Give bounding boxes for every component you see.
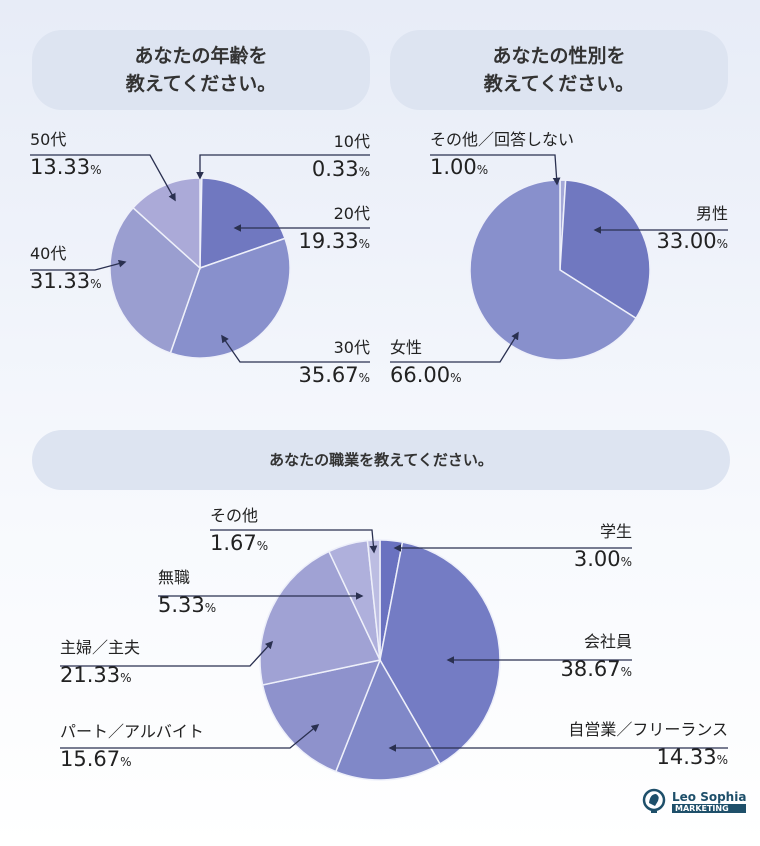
unit-label: % bbox=[620, 665, 632, 679]
pie-slice-0-3 bbox=[109, 206, 201, 354]
value-label: 33.00 bbox=[656, 229, 717, 253]
unit-label: % bbox=[204, 601, 217, 615]
data-label: 男性 33.00% bbox=[656, 204, 728, 254]
unit-label: % bbox=[476, 163, 489, 177]
category-label: その他 bbox=[210, 506, 259, 525]
category-label: 20代 bbox=[333, 204, 370, 223]
data-label: 30代 35.67% bbox=[298, 338, 370, 388]
value-label: 35.67 bbox=[298, 363, 359, 387]
leader-line bbox=[210, 529, 378, 554]
unit-label: % bbox=[120, 671, 132, 685]
logo-sub: MARKETING bbox=[672, 803, 747, 813]
value-label: 31.33 bbox=[30, 269, 91, 293]
lion-logo-icon bbox=[642, 788, 666, 813]
unit-label: % bbox=[716, 237, 728, 251]
data-label: 20代 19.33% bbox=[298, 204, 370, 254]
age-title: あなたの年齢を 教えてください。 bbox=[32, 30, 370, 110]
data-label: 50代 13.33% bbox=[30, 130, 102, 180]
unit-label: % bbox=[358, 237, 370, 251]
unit-label: % bbox=[716, 753, 728, 767]
category-label: 10代 bbox=[333, 132, 370, 151]
category-label: 学生 bbox=[599, 522, 632, 541]
unit-label: % bbox=[120, 755, 132, 769]
value-label: 5.33 bbox=[158, 593, 205, 617]
leader-line bbox=[196, 154, 370, 180]
leader-line bbox=[221, 334, 370, 363]
pie-slice-1-2 bbox=[469, 179, 638, 361]
job-title: あなたの職業を教えてください。 bbox=[32, 430, 730, 490]
data-label: 自営業／フリーランス 14.33% bbox=[568, 720, 728, 770]
value-label: 19.33 bbox=[298, 229, 359, 253]
category-label: パート／アルバイト bbox=[60, 722, 204, 741]
pie-slice-2-1 bbox=[379, 541, 501, 765]
category-label: 会社員 bbox=[583, 632, 632, 651]
pie-slice-2-4 bbox=[259, 550, 382, 686]
category-label: 主婦／主夫 bbox=[60, 638, 141, 657]
category-label: その他／回答しない bbox=[430, 130, 575, 149]
unit-label: % bbox=[620, 555, 632, 569]
data-label: 40代 31.33% bbox=[30, 244, 102, 294]
category-label: 自営業／フリーランス bbox=[568, 720, 728, 739]
data-label: 学生 3.00% bbox=[574, 522, 632, 572]
unit-label: % bbox=[450, 371, 462, 385]
value-label: 21.33 bbox=[60, 663, 121, 687]
pie-slice-2-3 bbox=[261, 658, 382, 773]
value-label: 1.00 bbox=[430, 155, 477, 179]
value-label: 38.67 bbox=[560, 657, 621, 681]
leader-line bbox=[60, 640, 274, 667]
unit-label: % bbox=[90, 163, 102, 177]
data-label: 無職 5.33% bbox=[158, 568, 216, 618]
leader-line bbox=[390, 331, 519, 363]
value-label: 66.00 bbox=[390, 363, 451, 387]
leader-line bbox=[30, 154, 176, 202]
unit-label: % bbox=[90, 277, 102, 291]
leader-line bbox=[60, 724, 320, 749]
pie-slice-2-2 bbox=[334, 658, 442, 781]
value-label: 0.33 bbox=[311, 157, 359, 181]
logo-name: Leo Sophia bbox=[672, 789, 747, 804]
value-label: 13.33 bbox=[30, 155, 91, 179]
value-label: 1.67 bbox=[210, 531, 257, 555]
category-label: 40代 bbox=[30, 244, 67, 263]
data-label: 会社員 38.67% bbox=[560, 632, 632, 682]
logo: Leo Sophia MARKETING bbox=[642, 788, 747, 814]
category-label: 男性 bbox=[695, 204, 728, 223]
category-label: 50代 bbox=[30, 130, 67, 149]
data-label: 主婦／主夫 21.33% bbox=[60, 638, 140, 688]
pie-slice-2-6 bbox=[366, 539, 381, 661]
unit-label: % bbox=[358, 371, 370, 385]
category-label: 女性 bbox=[390, 338, 423, 357]
data-label: 女性 66.00% bbox=[390, 338, 462, 388]
data-label: その他／回答しない 1.00% bbox=[430, 130, 574, 180]
value-label: 15.67 bbox=[60, 747, 121, 771]
unit-label: % bbox=[256, 539, 269, 553]
category-label: 無職 bbox=[158, 568, 191, 587]
category-label: 30代 bbox=[333, 338, 370, 357]
gender-title: あなたの性別を 教えてください。 bbox=[390, 30, 728, 110]
leader-line bbox=[30, 259, 127, 271]
unit-label: % bbox=[358, 165, 370, 179]
leader-line bbox=[430, 154, 561, 186]
data-label: 10代 0.33% bbox=[312, 132, 370, 182]
data-label: その他 1.67% bbox=[210, 506, 268, 556]
value-label: 14.33 bbox=[656, 745, 717, 769]
value-label: 3.00 bbox=[573, 547, 621, 571]
data-label: パート／アルバイト 15.67% bbox=[60, 722, 204, 772]
